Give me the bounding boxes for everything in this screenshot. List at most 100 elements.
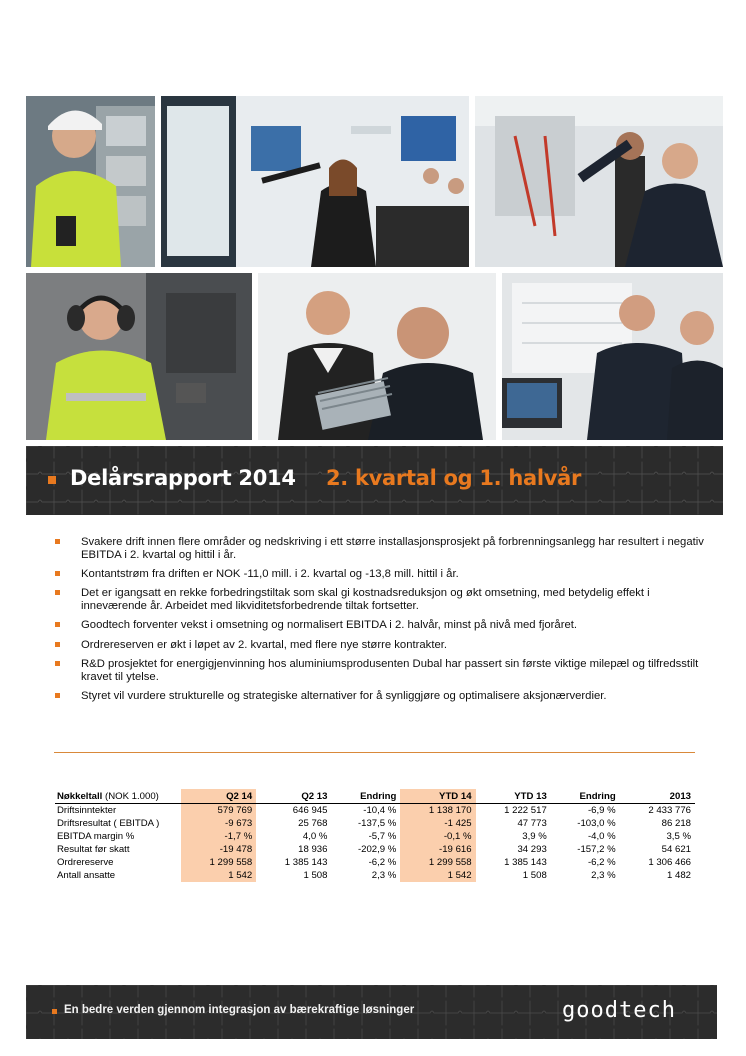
bullet-square-icon [55,641,60,647]
footer-bar: En bedre verden gjennom integrasjon av b… [26,985,717,1039]
table-cell: -0,1 % [400,830,476,843]
table-cell: -202,9 % [357,844,397,855]
footer-bullet-square [52,1009,57,1014]
table-title: Nøkkeltall (NOK 1.000) [55,789,181,804]
column-header: Q2 14 [181,789,257,804]
table-cell: 1 306 466 [648,857,691,868]
table-cell: 3,5 % [666,831,691,842]
table-cell: 1 138 170 [400,803,476,817]
table-cell: 4,0 % [302,831,328,842]
table-cell: 2 433 776 [648,805,691,816]
column-header: Endring [550,789,620,804]
row-label: EBITDA margin % [57,831,135,842]
table-cell: -1 425 [400,817,476,830]
table-cell: -19 478 [181,843,257,856]
table-cell: -1,7 % [181,830,257,843]
highlight-item: Det er igangsatt en rekke forbedringstil… [55,587,705,612]
photo-product-inspection [258,273,496,440]
table-cell: 25 768 [298,818,328,829]
highlight-text: Ordrereserven er økt i løpet av 2. kvart… [81,638,448,651]
highlight-item: R&D prosjektet for energigjenvinning hos… [55,658,705,683]
photo-engineers-laptop [502,273,723,440]
table-row: Driftsresultat ( EBITDA ) -9 673 25 768 … [55,817,695,830]
photo-technician-helmet [26,96,155,267]
banner-bullet-square [48,476,56,484]
highlight-text: Styret vil vurdere strukturelle og strat… [81,690,607,703]
table-row: Resultat før skatt -19 478 18 936 -202,9… [55,843,695,856]
table-cell: 54 621 [661,844,691,855]
row-label: Ordrereserve [57,857,114,868]
table-cell: 2,3 % [591,870,616,881]
table-cell: 1 385 143 [284,857,328,868]
table-row: Driftsinntekter 579 769 646 945 -10,4 % … [55,803,695,817]
photo-lab-engineers [475,96,723,267]
table-cell: -6,9 % [587,805,616,816]
table-cell: 579 769 [181,803,257,817]
table-cell: 646 945 [292,805,328,816]
column-header: 2013 [619,789,695,804]
highlight-text: R&D prosjektet for energigjenvinning hos… [81,658,699,683]
table-cell: 1 508 [303,870,328,881]
key-figures-table: Nøkkeltall (NOK 1.000) Q2 14 Q2 13 Endri… [55,789,695,882]
report-subtitle: 2. kvartal og 1. halvår [326,466,582,490]
table-row: Ordrereserve 1 299 558 1 385 143 -6,2 % … [55,856,695,869]
row-label: Driftsinntekter [57,805,117,816]
column-header: YTD 13 [475,789,551,804]
highlight-item: Ordrereserven er økt i løpet av 2. kvart… [55,639,705,652]
report-title: Delårsrapport 2014 [70,466,296,490]
table-cell: 34 293 [517,844,547,855]
photo-control-room [161,96,469,267]
table-cell: 1 482 [666,870,691,881]
footer-slogan: En bedre verden gjennom integrasjon av b… [64,1004,415,1016]
table-title-text: Nøkkeltall [57,790,103,802]
row-label: Resultat før skatt [57,844,130,855]
title-banner: Delårsrapport 2014 2. kvartal og 1. halv… [26,446,723,515]
bullet-square-icon [55,570,60,576]
table-cell: -4,0 % [587,831,616,842]
goodtech-logo: goodtech [562,998,676,1023]
highlights-list: Svakere drift innen flere områder og ned… [55,536,705,710]
row-label: Driftsresultat ( EBITDA ) [57,818,160,829]
table-cell: 2,3 % [371,870,397,881]
highlight-text: Goodtech forventer vekst i omsetning og … [81,619,578,632]
table-unit: (NOK 1.000) [105,790,159,802]
highlight-text: Svakere drift innen flere områder og ned… [81,536,704,561]
section-divider [54,752,695,753]
highlight-item: Svakere drift innen flere områder og ned… [55,536,705,561]
table-cell: 47 773 [517,818,547,829]
footer-puzzle-pattern [26,985,717,1039]
table-cell: -6,2 % [587,857,616,868]
table-header-row: Nøkkeltall (NOK 1.000) Q2 14 Q2 13 Endri… [55,789,695,804]
table-cell: 1 542 [400,869,476,882]
table-cell: -10,4 % [363,805,397,816]
table-cell: -103,0 % [577,818,616,829]
table-cell: -137,5 % [357,818,397,829]
highlight-item: Goodtech forventer vekst i omsetning og … [55,619,705,632]
table-cell: 86 218 [661,818,691,829]
row-label: Antall ansatte [57,870,116,881]
bullet-square-icon [55,539,60,544]
table-cell: 3,9 % [522,831,547,842]
table-row: EBITDA margin % -1,7 % 4,0 % -5,7 % -0,1… [55,830,695,843]
table-cell: 18 936 [298,844,328,855]
column-header: Endring [331,789,401,804]
table-cell: -5,7 % [368,831,397,842]
table-cell: 1 299 558 [400,856,476,869]
bullet-square-icon [55,590,60,596]
bullet-square-icon [55,622,60,628]
puzzle-pattern [26,446,723,515]
table-cell: -9 673 [181,817,257,830]
table-cell: 1 385 143 [504,857,547,868]
column-header: Q2 13 [256,789,332,804]
table-cell: 1 542 [181,869,257,882]
bullet-square-icon [55,661,60,667]
table-row: Antall ansatte 1 542 1 508 2,3 % 1 542 1… [55,869,695,882]
highlight-item: Styret vil vurdere strukturelle og strat… [55,690,705,703]
table-cell: -157,2 % [577,844,616,855]
column-header: YTD 14 [400,789,476,804]
highlight-text: Kontantstrøm fra driften er NOK -11,0 mi… [81,567,459,580]
bullet-square-icon [55,693,60,699]
table-cell: 1 222 517 [504,805,547,816]
table-cell: -6,2 % [368,857,397,868]
highlight-text: Det er igangsatt en rekke forbedringstil… [81,587,650,612]
